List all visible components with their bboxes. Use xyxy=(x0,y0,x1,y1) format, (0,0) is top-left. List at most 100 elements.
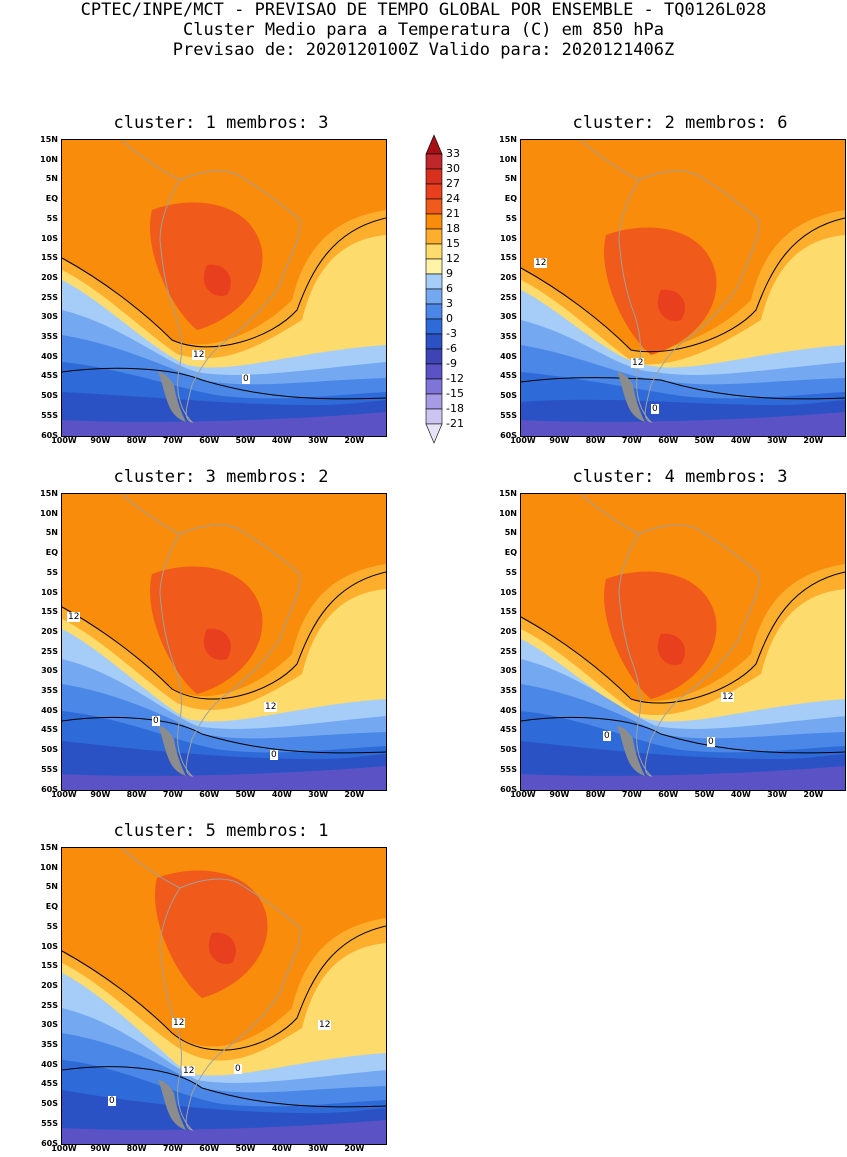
south-america-outline xyxy=(618,170,760,423)
temperature-map-2: 12 12 0 xyxy=(520,139,846,437)
panel-title-2: cluster: 2 membros: 6 xyxy=(572,113,788,133)
colorbar-swatch xyxy=(425,258,443,275)
colorbar-swatch xyxy=(425,228,443,245)
latitude-label: 20S xyxy=(41,980,58,990)
longitude-label: 60W xyxy=(199,436,220,445)
band-purple xyxy=(521,766,845,790)
latitude-label: 5S xyxy=(46,213,58,223)
colorbar-swatch xyxy=(425,198,443,215)
hot-core xyxy=(150,202,263,330)
central-america-outline xyxy=(121,494,181,535)
latitude-label: 45S xyxy=(500,371,517,381)
patagonia-coastline xyxy=(617,372,645,422)
latitude-label: 40S xyxy=(500,351,517,361)
longitude-label: 20W xyxy=(344,1144,365,1153)
latitude-label: 60S xyxy=(41,784,58,794)
longitude-label: 50W xyxy=(694,790,715,799)
colorbar-swatches xyxy=(425,134,443,444)
latitude-label: 50S xyxy=(41,1099,58,1109)
latitude-label: 55S xyxy=(41,764,58,774)
latitude-label: 30S xyxy=(500,666,517,676)
contour-label: 0 xyxy=(152,716,160,726)
contour-label: 0 xyxy=(270,750,278,760)
hot-spot xyxy=(208,932,236,964)
longitude-label: 30W xyxy=(308,790,329,799)
longitude-label: 60W xyxy=(199,1144,220,1153)
latitude-label: 20S xyxy=(41,626,58,636)
panel-title-3: cluster: 3 membros: 2 xyxy=(113,467,329,487)
longitude-label: 30W xyxy=(308,1144,329,1153)
contour-label: 12 xyxy=(264,702,278,712)
colorbar-swatch xyxy=(425,348,443,365)
latitude-label: 15S xyxy=(41,961,58,971)
longitude-label: 20W xyxy=(803,436,824,445)
longitude-label: 30W xyxy=(308,436,329,445)
latitude-label: 55S xyxy=(500,410,517,420)
latitude-label: 45S xyxy=(500,725,517,735)
longitude-label: 70W xyxy=(621,790,642,799)
latitude-label: 15S xyxy=(500,607,517,617)
latitude-label: 25S xyxy=(41,646,58,656)
longitude-label: 80W xyxy=(126,790,147,799)
latitude-label: 10N xyxy=(40,862,58,872)
longitude-label: 20W xyxy=(803,790,824,799)
latitude-label: 10S xyxy=(41,587,58,597)
central-america-outline xyxy=(121,140,181,181)
band-purple xyxy=(521,412,845,436)
contour-label: 0 xyxy=(242,374,250,384)
colorbar-swatch xyxy=(425,393,443,410)
contour-label: 12 xyxy=(318,1020,332,1030)
longitude-label: 60W xyxy=(199,790,220,799)
colorbar-swatch xyxy=(425,378,443,395)
longitude-label: 90W xyxy=(90,790,111,799)
colorbar-label: 15 xyxy=(446,237,460,250)
isotherm-12 xyxy=(62,217,386,348)
latitude-label: 45S xyxy=(41,725,58,735)
colorbar-label: 21 xyxy=(446,207,460,220)
hot-spot xyxy=(657,289,685,321)
colorbar-label: 33 xyxy=(446,147,460,160)
hot-core xyxy=(150,566,263,694)
latitude-label: EQ xyxy=(45,194,58,204)
colorbar-label: 30 xyxy=(446,162,460,175)
colorbar-swatch xyxy=(425,303,443,320)
longitude-label: 40W xyxy=(730,790,751,799)
latitude-label: 40S xyxy=(41,351,58,361)
longitude-label: 50W xyxy=(235,790,256,799)
latitude-label: 15S xyxy=(41,607,58,617)
latitude-label: 35S xyxy=(500,686,517,695)
latitude-label: 50S xyxy=(500,745,517,755)
latitude-label: 35S xyxy=(500,332,517,341)
contour-label: 12 xyxy=(721,692,735,702)
colorbar-swatch xyxy=(425,153,443,170)
longitude-label: 90W xyxy=(90,436,111,445)
latitude-label: 15S xyxy=(41,253,58,263)
map-canvas xyxy=(62,140,386,436)
colorbar-label: 27 xyxy=(446,177,460,190)
isotherm-0 xyxy=(62,1066,386,1108)
colorbar-swatch xyxy=(425,183,443,200)
longitude-label: 70W xyxy=(621,436,642,445)
colorbar-label: -3 xyxy=(446,327,457,340)
isotherm-12 xyxy=(62,571,386,700)
colorbar-swatch xyxy=(425,134,443,155)
latitude-label: 25S xyxy=(41,292,58,302)
map-canvas xyxy=(62,848,386,1144)
longitude-label: 20W xyxy=(344,790,365,799)
temperature-map-5: 12 12 12 0 0 xyxy=(61,847,387,1145)
hot-spot xyxy=(657,633,685,665)
latitude-label: 5S xyxy=(46,921,58,931)
longitude-label: 60W xyxy=(658,436,679,445)
colorbar-label: 12 xyxy=(446,252,460,265)
longitude-label: 90W xyxy=(549,436,570,445)
patagonia-coastline xyxy=(158,1080,186,1130)
colorbar-label: -12 xyxy=(446,372,464,385)
header-line-3: Previsao de: 2020120100Z Valido para: 20… xyxy=(172,40,675,60)
band-purple xyxy=(62,412,386,436)
colorbar-label: -9 xyxy=(446,357,457,370)
longitude-label: 40W xyxy=(730,436,751,445)
colorbar-label: -18 xyxy=(446,402,464,415)
latitude-label: 20S xyxy=(500,272,517,282)
latitude-label: 5N xyxy=(45,882,58,892)
longitude-label: 70W xyxy=(162,436,183,445)
